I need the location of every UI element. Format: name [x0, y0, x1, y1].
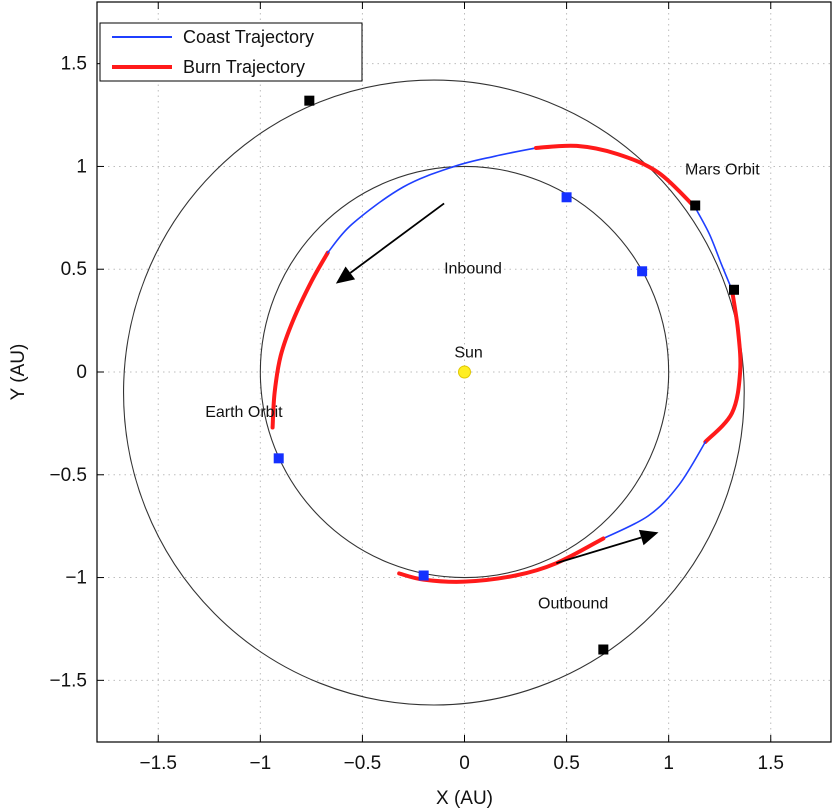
mars-orbit [122, 79, 745, 706]
coast-segment [602, 441, 707, 540]
y-tick-label: 0 [76, 362, 87, 383]
burn-segment [703, 287, 743, 444]
earth-position-marker [637, 266, 648, 277]
earth-position-marker [273, 453, 284, 464]
y-tick-label: 1.5 [61, 54, 87, 75]
direction-arrows [335, 202, 659, 565]
outbound-arrow-head [638, 529, 659, 546]
inbound-arrow-head [335, 266, 356, 284]
y-tick-label: 0.5 [61, 259, 87, 280]
inbound-arrow-shaft [349, 202, 445, 274]
mars-position-marker [304, 95, 315, 106]
y-tick-label: 1 [76, 156, 87, 177]
y-tick-label: −0.5 [49, 465, 87, 486]
legend: Coast Trajectory Burn Trajectory [99, 22, 363, 82]
x-axis-label: X (AU) [436, 788, 493, 809]
mars-position-marker [598, 644, 609, 655]
sun-marker [458, 365, 471, 379]
annotations: Sun Inbound Outbound Earth Orbit Mars Orbit [205, 162, 760, 613]
outbound-arrow-shaft [556, 536, 642, 565]
annotation-mars-orbit: Mars Orbit [685, 162, 760, 179]
x-tick-label: 1.5 [758, 753, 784, 774]
ticks: −1.5 −1 −0.5 0 0.5 1 1.5 −1.5 −1 −0.5 0 0.5 1 1.5 [49, 2, 784, 774]
y-axis-label: Y (AU) [8, 344, 29, 401]
earth-position-marker [418, 570, 429, 581]
x-tick-label: 1 [663, 753, 674, 774]
annotation-earth-orbit: Earth Orbit [205, 404, 283, 421]
annotation-inbound: Inbound [444, 260, 502, 277]
x-tick-label: 0.5 [553, 753, 579, 774]
x-tick-label: −0.5 [344, 753, 382, 774]
annotation-sun: Sun [454, 345, 482, 362]
annotation-outbound: Outbound [538, 595, 608, 612]
earth-orbit [259, 165, 670, 579]
burn-segment [270, 250, 330, 430]
legend-label-coast: Coast Trajectory [183, 27, 314, 47]
orbits [122, 79, 745, 706]
legend-box [99, 22, 363, 82]
x-tick-label: 0 [459, 753, 470, 774]
y-tick-label: −1 [65, 568, 87, 589]
y-tick-label: −1.5 [49, 670, 87, 691]
x-tick-label: −1.5 [139, 753, 177, 774]
coast-segment [326, 147, 537, 254]
earth-position-marker [561, 192, 572, 203]
burn-segment [533, 143, 698, 210]
coast-segment [694, 206, 733, 291]
mars-position-marker [729, 284, 739, 295]
mars-position-marker [690, 200, 701, 211]
legend-label-burn: Burn Trajectory [183, 57, 305, 77]
x-tick-label: −1 [249, 753, 271, 774]
markers [273, 95, 739, 655]
